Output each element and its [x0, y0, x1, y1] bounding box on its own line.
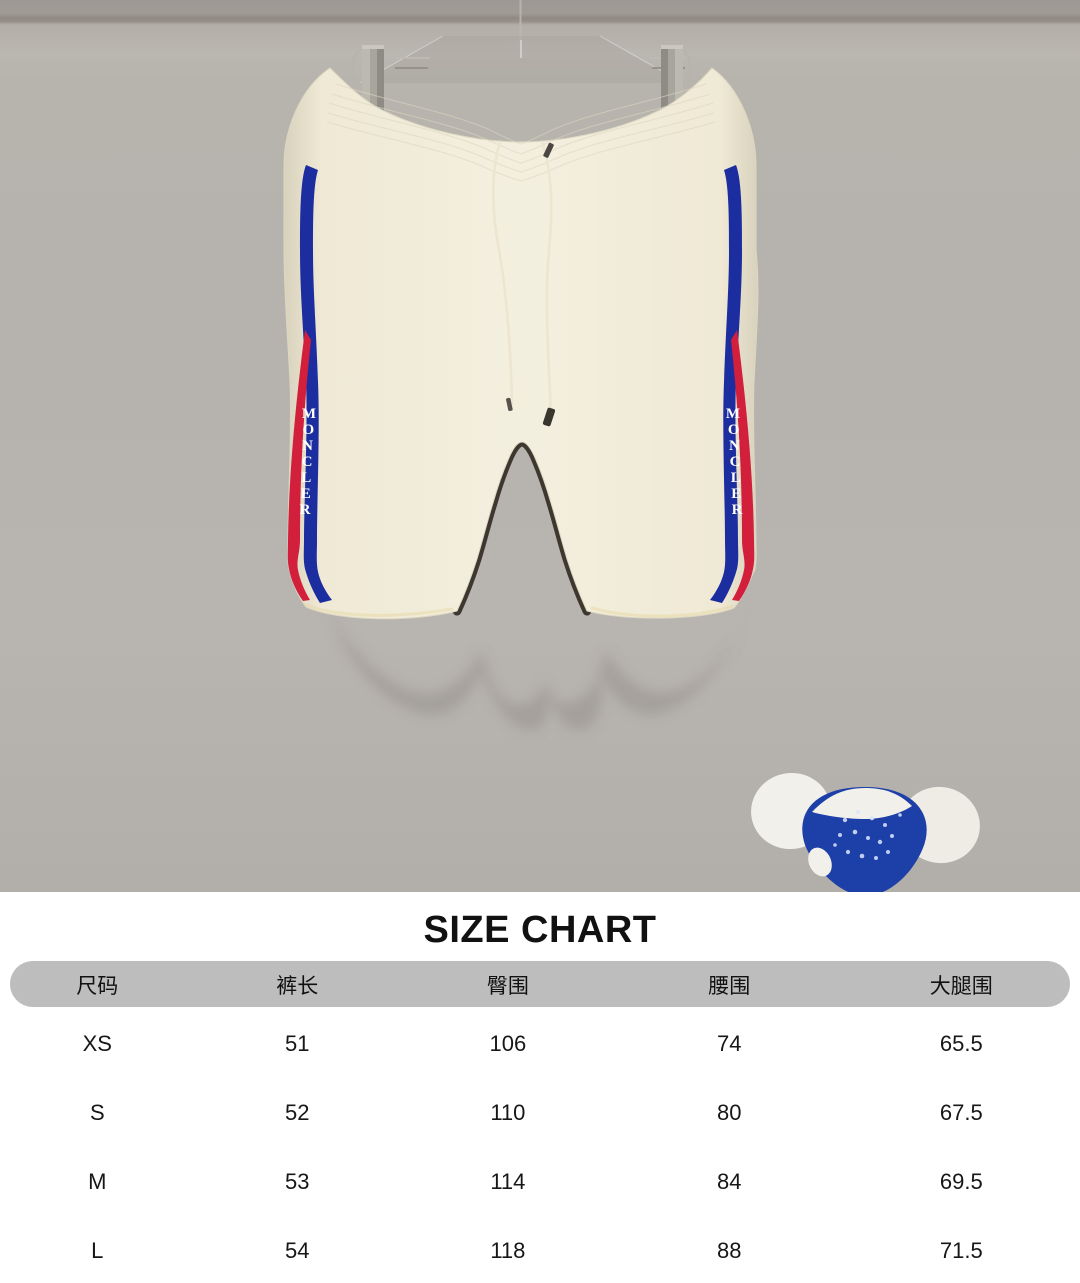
- svg-text:C: C: [302, 454, 313, 470]
- svg-text:O: O: [728, 422, 740, 438]
- svg-text:M: M: [726, 406, 740, 422]
- svg-text:L: L: [301, 470, 311, 486]
- svg-text:M: M: [302, 406, 316, 422]
- svg-text:C: C: [730, 454, 741, 470]
- svg-text:L: L: [731, 470, 741, 486]
- svg-text:E: E: [301, 486, 311, 502]
- svg-text:R: R: [732, 502, 743, 518]
- svg-text:O: O: [302, 422, 314, 438]
- svg-text:N: N: [302, 438, 313, 454]
- svg-text:R: R: [300, 502, 311, 518]
- svg-text:N: N: [729, 438, 740, 454]
- svg-text:E: E: [731, 486, 741, 502]
